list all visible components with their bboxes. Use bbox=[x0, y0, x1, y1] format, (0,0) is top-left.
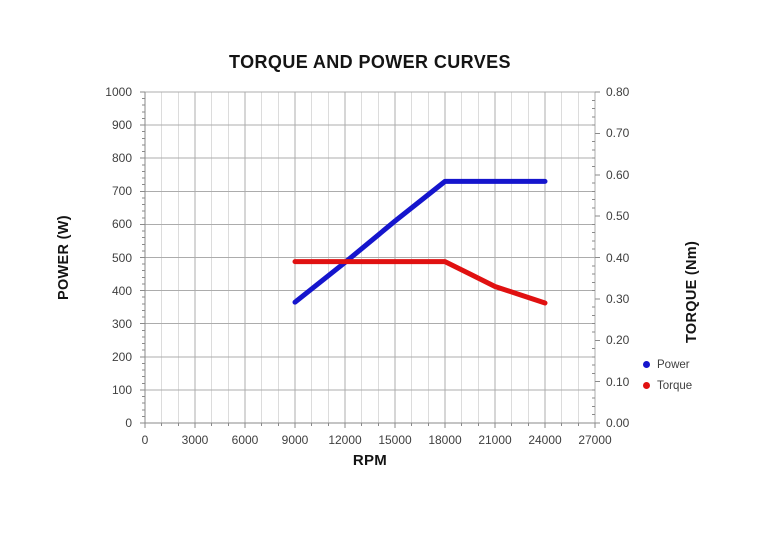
y-right-tick-label: 0.40 bbox=[606, 250, 630, 265]
x-tick-label: 15000 bbox=[378, 433, 412, 447]
x-tick-label: 6000 bbox=[231, 433, 259, 447]
y-left-tick-label: 100 bbox=[111, 382, 132, 397]
y-left-tick-label: 1000 bbox=[105, 85, 132, 99]
y-left-tick-label: 600 bbox=[111, 217, 132, 232]
y-left-tick-label: 0 bbox=[125, 416, 132, 430]
x-tick-label: 9000 bbox=[281, 433, 309, 447]
y-right-tick-label: 0.70 bbox=[606, 126, 630, 141]
x-axis-title: RPM bbox=[352, 452, 388, 469]
power-series-line bbox=[292, 178, 548, 305]
y-axis-title-torque: TORQUE (Nm) bbox=[684, 240, 700, 343]
y-right-tick-label: 0.30 bbox=[606, 291, 630, 306]
torque-series-marker-icon bbox=[643, 382, 650, 389]
y-left-tick-label: 800 bbox=[111, 151, 132, 166]
x-tick-label: 24000 bbox=[528, 433, 562, 447]
x-tick-label: 12000 bbox=[328, 433, 362, 447]
legend-item-power: Power bbox=[643, 354, 692, 375]
y-left-tick-label: 200 bbox=[111, 349, 132, 364]
y-left-tick-label: 900 bbox=[111, 118, 132, 133]
y-right-tick-label: 0.50 bbox=[606, 209, 630, 224]
power-series-marker-icon bbox=[643, 361, 650, 368]
x-tick-label: 0 bbox=[141, 433, 149, 447]
torque-series-line bbox=[292, 259, 548, 306]
y-right-tick-label: 0.60 bbox=[606, 167, 630, 182]
y-left-tick-label: 400 bbox=[111, 283, 132, 298]
legend-label-power: Power bbox=[657, 358, 690, 371]
x-tick-label: 3000 bbox=[181, 433, 209, 447]
x-tick-label: 27000 bbox=[578, 433, 612, 447]
legend-label-torque: Torque bbox=[657, 379, 693, 392]
legend-item-torque: Torque bbox=[643, 375, 692, 396]
chart-title: TORQUE AND POWER CURVES bbox=[229, 52, 511, 72]
y-right-tick-label: 0.10 bbox=[606, 374, 630, 389]
y-right-tick-label: 0.80 bbox=[606, 85, 630, 99]
y-right-tick-label: 0.20 bbox=[606, 333, 630, 348]
x-tick-label: 18000 bbox=[428, 433, 462, 447]
chart-legend: Power Torque bbox=[643, 354, 692, 396]
y-right-tick-label: 0.00 bbox=[606, 416, 630, 430]
y-left-tick-label: 700 bbox=[111, 184, 132, 199]
y-left-tick-label: 500 bbox=[111, 250, 132, 265]
y-axis-title-power: POWER (W) bbox=[56, 215, 72, 300]
y-left-tick-label: 300 bbox=[111, 316, 132, 331]
x-tick-label: 21000 bbox=[478, 433, 512, 447]
